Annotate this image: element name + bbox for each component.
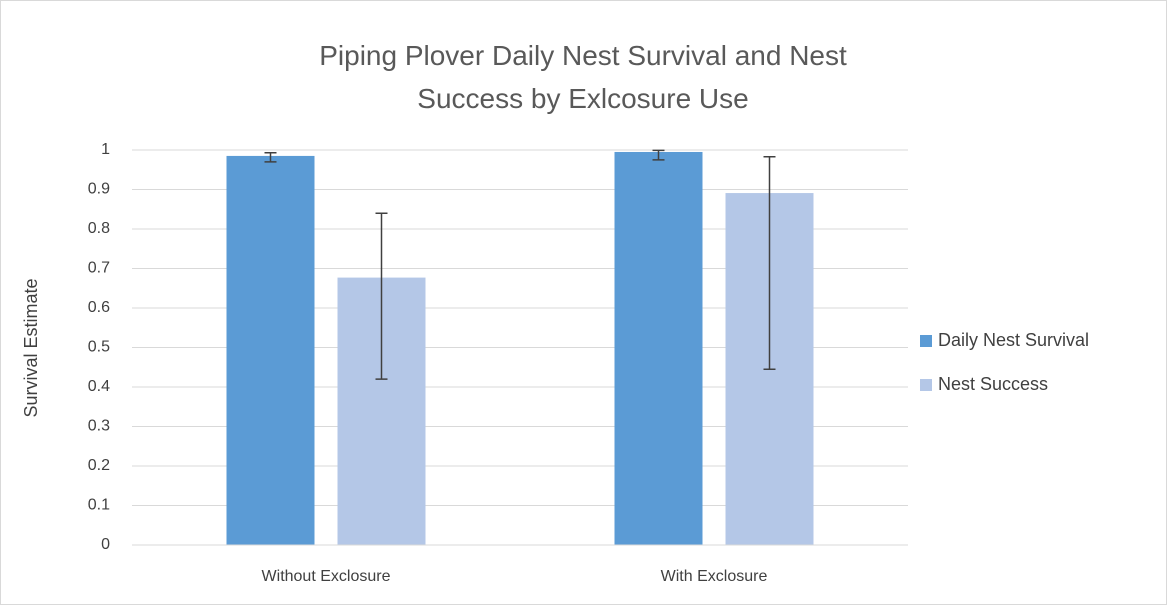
legend-label: Daily Nest Survival xyxy=(938,330,1089,350)
y-tick-label: 0.7 xyxy=(88,260,110,277)
bar xyxy=(226,155,315,546)
legend-label: Nest Success xyxy=(938,374,1048,394)
error-bar xyxy=(763,155,776,370)
legend-swatch xyxy=(920,379,932,391)
y-tick-label: 0.8 xyxy=(88,220,110,237)
error-bar xyxy=(652,149,665,161)
error-bar xyxy=(264,152,277,163)
y-tick-label: 0.5 xyxy=(88,339,110,356)
error-bar xyxy=(375,212,388,380)
y-tick-label: 0.3 xyxy=(88,418,110,435)
y-tick-label: 1 xyxy=(101,141,110,158)
bar xyxy=(614,151,703,545)
chart-title: Piping Plover Daily Nest Survival and Ne… xyxy=(319,40,847,114)
y-tick-label: 0.6 xyxy=(88,299,110,316)
y-tick-label: 0.2 xyxy=(88,457,110,474)
y-tick-label: 0.4 xyxy=(88,378,110,395)
y-tick-label: 0.9 xyxy=(88,181,110,198)
x-tick-label: Without Exclosure xyxy=(262,568,391,585)
x-tick-label: With Exclosure xyxy=(661,568,768,585)
y-axis-label: Survival Estimate xyxy=(21,278,41,417)
y-tick-label: 0 xyxy=(101,536,110,553)
y-tick-label: 0.1 xyxy=(88,497,110,514)
legend-swatch xyxy=(920,335,932,347)
